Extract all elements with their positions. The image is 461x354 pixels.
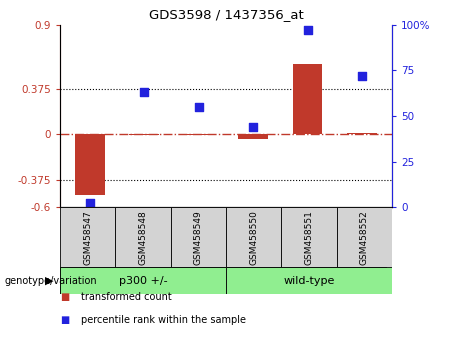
Title: GDS3598 / 1437356_at: GDS3598 / 1437356_at xyxy=(148,8,303,21)
Bar xyxy=(129,134,159,135)
Text: ■: ■ xyxy=(60,292,69,302)
Bar xyxy=(238,134,268,139)
Text: p300 +/-: p300 +/- xyxy=(118,275,167,286)
Bar xyxy=(60,207,115,267)
Bar xyxy=(75,134,105,195)
Point xyxy=(358,73,366,79)
Point xyxy=(195,104,202,110)
Bar xyxy=(171,207,226,267)
Text: genotype/variation: genotype/variation xyxy=(5,275,97,286)
Text: percentile rank within the sample: percentile rank within the sample xyxy=(81,315,246,325)
Bar xyxy=(347,133,377,134)
Bar xyxy=(293,64,323,134)
Bar xyxy=(184,134,213,135)
Point xyxy=(304,27,311,33)
Text: wild-type: wild-type xyxy=(283,275,335,286)
Text: GSM458551: GSM458551 xyxy=(304,210,313,265)
Point xyxy=(141,90,148,95)
Bar xyxy=(226,267,392,294)
Bar xyxy=(337,207,392,267)
Bar xyxy=(281,207,337,267)
Text: transformed count: transformed count xyxy=(81,292,171,302)
Text: GSM458550: GSM458550 xyxy=(249,210,258,265)
Text: GSM458547: GSM458547 xyxy=(83,210,92,264)
Text: GSM458548: GSM458548 xyxy=(138,210,148,264)
Text: GSM458549: GSM458549 xyxy=(194,210,203,264)
Bar xyxy=(226,207,281,267)
Bar xyxy=(115,207,171,267)
Point xyxy=(249,124,257,130)
Text: GSM458552: GSM458552 xyxy=(360,210,369,264)
Text: ▶: ▶ xyxy=(45,275,53,286)
Point xyxy=(86,201,94,206)
Text: ■: ■ xyxy=(60,315,69,325)
Bar xyxy=(60,267,226,294)
